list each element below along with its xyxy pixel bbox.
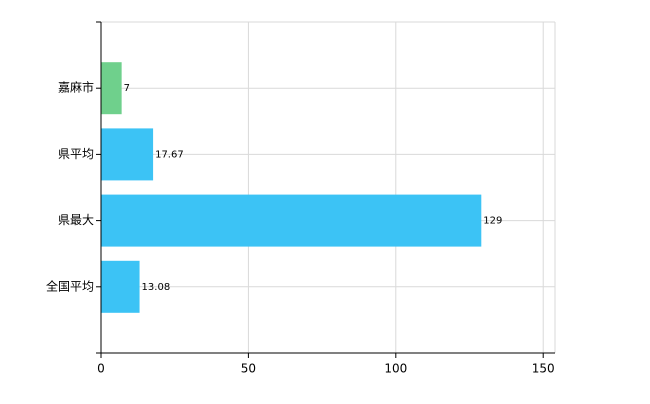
value-label: 7 <box>124 83 130 94</box>
bar <box>101 260 140 313</box>
x-tick-label: 150 <box>532 362 555 376</box>
x-tick-label: 50 <box>241 362 256 376</box>
y-tick-label: 県平均 <box>58 147 94 161</box>
x-tick-label: 100 <box>384 362 407 376</box>
value-label: 17.67 <box>155 149 184 160</box>
x-tick-label: 0 <box>97 362 105 376</box>
bar <box>101 62 122 115</box>
y-tick-label: 嘉麻市 <box>58 80 94 95</box>
y-tick-label: 全国平均 <box>46 278 94 293</box>
value-label: 13.08 <box>142 282 171 293</box>
value-label: 129 <box>483 216 502 227</box>
bar <box>101 194 482 247</box>
bar <box>101 128 154 181</box>
y-tick-label: 県最大 <box>58 213 94 227</box>
